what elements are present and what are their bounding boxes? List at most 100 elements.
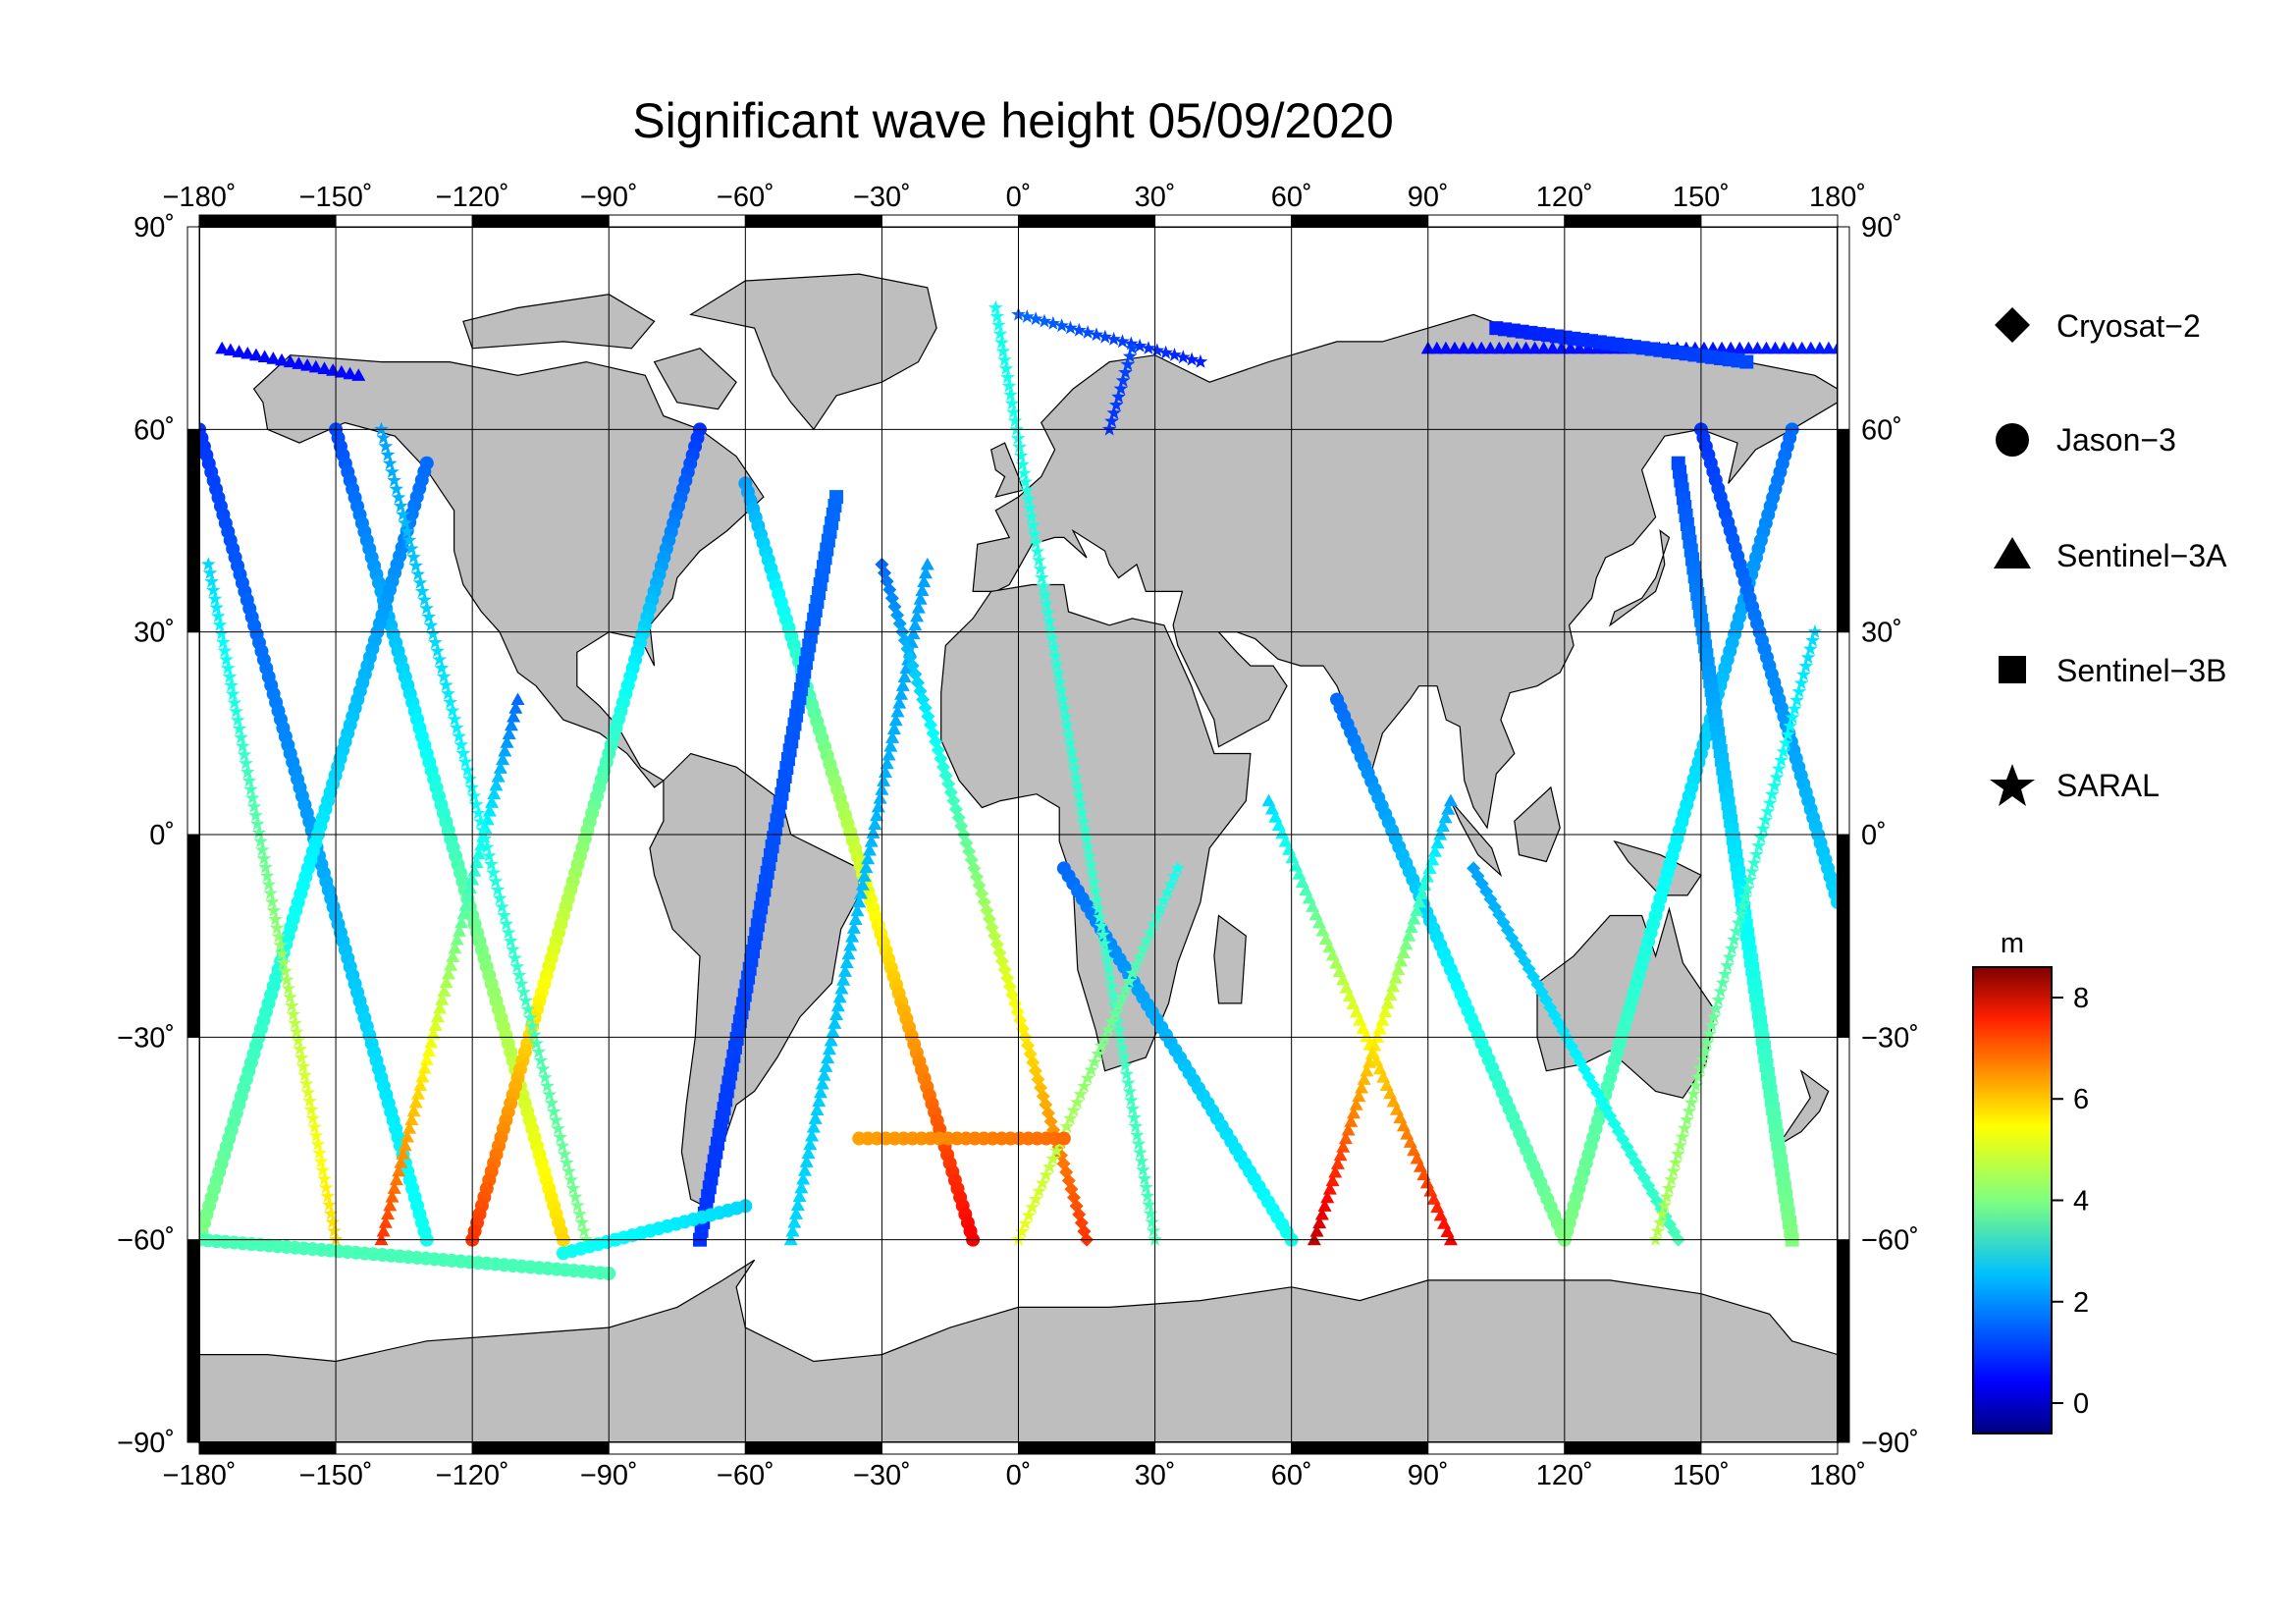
saral-point [1127, 1109, 1142, 1124]
diamond-marker-icon [1995, 307, 2030, 343]
saral-point [412, 575, 428, 589]
frame-segment-bottom [1427, 1441, 1566, 1455]
saral-point [278, 963, 293, 978]
sentinel-3a-point [1768, 341, 1783, 354]
sentinel-3a-point [485, 795, 500, 808]
sentinel-3a-point [899, 661, 914, 675]
saral-point [1650, 1223, 1666, 1238]
frame-segment-bottom [1564, 1441, 1702, 1455]
lat-tick-label-left: −60˚ [117, 1225, 175, 1257]
saral-point [1080, 1070, 1095, 1085]
sentinel-3a-point [1394, 953, 1409, 967]
saral-point [318, 1180, 334, 1194]
saral-point [1115, 334, 1130, 349]
saral-point [400, 523, 415, 538]
saral-point [1084, 857, 1098, 872]
sentinel-3a-point [1803, 341, 1818, 354]
saral-point [1692, 1060, 1708, 1075]
legend-item-sentinel-3b: Sentinel−3B [1999, 653, 2226, 688]
saral-point [227, 695, 242, 710]
saral-point [1015, 457, 1030, 471]
sentinel-3a-point [854, 886, 869, 899]
frame-segment-bottom [881, 1441, 1020, 1455]
sentinel-3a-point [1415, 887, 1429, 899]
saral-point [1044, 630, 1060, 645]
sentinel-3a-point [417, 1060, 432, 1074]
saral-point [1108, 397, 1124, 411]
sentinel-3a-point [885, 730, 900, 743]
saral-point [481, 848, 497, 862]
saral-point [1158, 345, 1173, 359]
sentinel-3a-point [400, 1129, 414, 1143]
saral-point [425, 626, 441, 641]
saral-point [300, 1085, 316, 1099]
sentinel-3a-point [471, 846, 486, 860]
sentinel-3a-point [389, 1172, 403, 1186]
saral-point [1056, 700, 1072, 715]
sentinel-3a-point [419, 1053, 434, 1065]
sentinel-3a-point [794, 1180, 809, 1194]
saral-point [1125, 1101, 1141, 1115]
sentinel-3a-point [223, 343, 238, 356]
frame-segment-left [187, 428, 200, 633]
saral-point [503, 933, 518, 947]
saral-point [248, 807, 263, 822]
saral-point [450, 720, 464, 734]
saral-point [1076, 814, 1092, 829]
lon-tick-label-top: −150˚ [299, 182, 373, 213]
saral-point [994, 335, 1009, 350]
lat-tick-label-right: −90˚ [1861, 1428, 1919, 1459]
saral-point [1065, 753, 1081, 767]
sentinel-3a-point [837, 964, 852, 977]
saral-point [215, 634, 231, 649]
sentinel-3a-point [783, 1232, 798, 1246]
saral-point [452, 729, 466, 743]
saral-point [1131, 1136, 1147, 1151]
sentinel-3a-point [796, 1171, 811, 1185]
lon-tick-label-top: 150˚ [1673, 182, 1730, 213]
saral-point [421, 609, 437, 623]
saral-point [522, 1010, 538, 1024]
saral-point [237, 747, 252, 762]
sentinel-3a-point [1545, 341, 1560, 354]
saral-point [1004, 396, 1020, 410]
saral-point [200, 557, 216, 571]
sentinel-3a-point [1759, 341, 1774, 354]
saral-point [1789, 692, 1804, 707]
sentinel-3a-point [441, 966, 455, 980]
saral-point [302, 1093, 317, 1108]
saral-point [989, 308, 1005, 323]
saral-point [509, 959, 525, 973]
saral-point [1648, 1232, 1663, 1246]
saral-point [202, 566, 218, 579]
saral-point [1146, 917, 1161, 932]
sentinel-3a-point [292, 356, 306, 369]
sentinel-3a-point [1325, 1173, 1340, 1187]
sentinel-3a-point [343, 366, 357, 380]
saral-point [1159, 885, 1175, 899]
sentinel-3a-point [300, 357, 315, 371]
sentinel-3a-point [1386, 979, 1401, 993]
saral-point [286, 1006, 301, 1021]
frame-segment-top [1291, 214, 1429, 228]
saral-point [1063, 1110, 1078, 1125]
saral-point [1718, 966, 1733, 981]
saral-point [1143, 925, 1157, 940]
saral-point [460, 763, 475, 778]
saral-point [1758, 812, 1773, 827]
saral-point [1149, 343, 1165, 357]
sentinel-3a-point [830, 999, 845, 1012]
saral-point [1024, 509, 1039, 523]
saral-point [224, 677, 239, 692]
saral-point [466, 788, 482, 803]
saral-point [1066, 1103, 1082, 1117]
saral-point [1146, 1223, 1161, 1237]
saral-point [1675, 1129, 1690, 1144]
saral-point [991, 317, 1006, 332]
sentinel-3a-point [857, 869, 872, 882]
sentinel-3a-point [906, 626, 921, 640]
saral-point [251, 825, 267, 839]
saral-point [219, 652, 234, 667]
sentinel-3a-point [1741, 341, 1756, 354]
saral-point [325, 1215, 341, 1229]
